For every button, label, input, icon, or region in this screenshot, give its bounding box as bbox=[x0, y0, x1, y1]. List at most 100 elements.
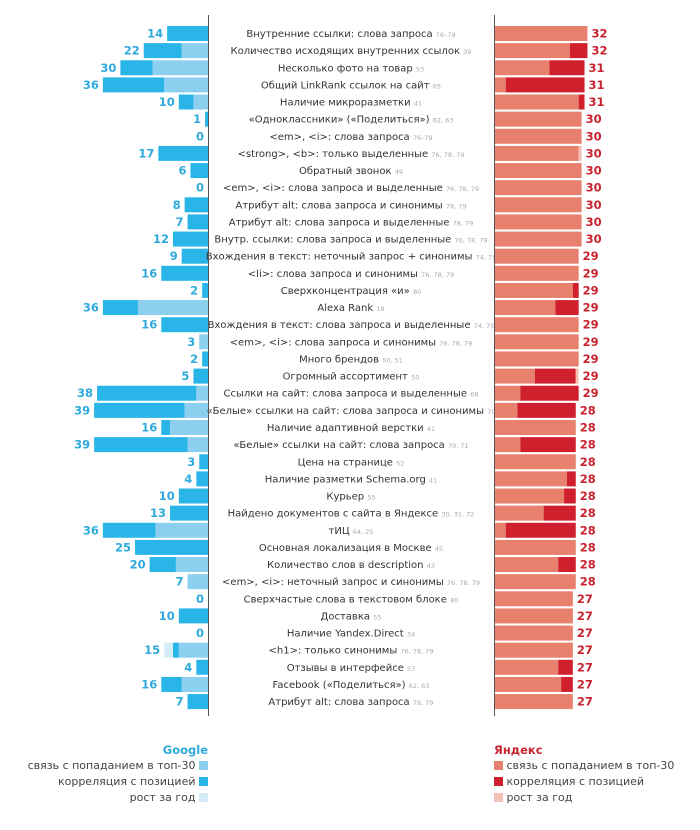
yandex-top30-bar bbox=[494, 231, 582, 247]
factor-label: Количество слов в description 43 bbox=[267, 560, 435, 571]
chart-row: 9 29 Вхождения в текст: неточный запрос + … bbox=[170, 248, 599, 264]
chart-row: 38 29 Ссылки на сайт: слова запроса и выде… bbox=[77, 385, 599, 401]
google-value-label: 30 bbox=[100, 61, 116, 75]
google-corr-bar bbox=[94, 437, 188, 453]
yandex-value-label: 28 bbox=[580, 558, 596, 572]
factor-label: Наличие Yandex.Direct 34 bbox=[287, 629, 415, 640]
factor-reference: 55 bbox=[367, 494, 375, 502]
legend-label: связь с попаданием в топ-30 bbox=[27, 759, 196, 772]
google-corr-bar bbox=[178, 608, 208, 624]
factor-label: Вхождения в текст: слова запроса и выдел… bbox=[208, 320, 495, 331]
google-value-label: 16 bbox=[141, 318, 157, 332]
yandex-value-label: 29 bbox=[583, 266, 599, 280]
yandex-top30-bar bbox=[494, 676, 562, 692]
factor-label: <strong>, <b>: только выделенные 76, 78,… bbox=[238, 149, 465, 160]
yandex-top30-bar bbox=[494, 180, 582, 196]
yandex-value-label: 27 bbox=[577, 643, 593, 657]
chart-row: 36 28 тИЦ 64, 25 bbox=[83, 522, 596, 538]
yandex-growth-bar bbox=[578, 145, 582, 161]
factor-name: Наличие адаптивной верстки bbox=[267, 423, 427, 434]
google-corr-bar bbox=[172, 642, 179, 658]
factor-name: Курьер bbox=[326, 492, 367, 503]
google-legend: Google связь с попаданием в топ-30 корре… bbox=[28, 742, 208, 806]
yandex-top30-bar bbox=[494, 642, 573, 658]
chart-row: 2 29 Сверхконцентрация «и» 80 bbox=[190, 282, 599, 298]
google-value-label: 3 bbox=[187, 335, 195, 349]
factor-label: Количество исходящих внутренних ссылок 3… bbox=[231, 46, 472, 57]
yandex-top30-bar bbox=[494, 128, 582, 144]
chart-row: 16 29 Вхождения в текст: слова запроса и в… bbox=[141, 317, 599, 333]
yandex-corr-bar bbox=[578, 94, 585, 110]
yandex-value-label: 28 bbox=[580, 403, 596, 417]
factor-reference: 39 bbox=[463, 48, 471, 56]
google-value-label: 2 bbox=[190, 352, 198, 366]
factor-name: <em>, <i>: слова запроса и выделенные bbox=[223, 183, 446, 194]
factor-label: Общий LinkRank ссылок на сайт 65 bbox=[261, 80, 441, 91]
legend-swatch bbox=[494, 777, 503, 786]
factor-name: Несколько фото на товар bbox=[278, 63, 416, 74]
legend-label: рост за год bbox=[506, 791, 573, 804]
yandex-value-label: 28 bbox=[580, 506, 596, 520]
factor-reference: 55 bbox=[373, 613, 381, 621]
chart-row: 14 32 Внутренние ссылки: слова запроса 76–… bbox=[147, 26, 607, 41]
factor-reference: 76–79 bbox=[413, 134, 433, 142]
factor-name: <h1>: только синонимы bbox=[269, 646, 401, 657]
factor-name: «Белые» ссылки на сайт: слова запроса bbox=[233, 440, 448, 451]
factor-name: Обратный звонок bbox=[299, 166, 395, 177]
legend-label: корреляция с позицией bbox=[506, 775, 645, 788]
chart-row: 6 30 Обратный звонок 49 bbox=[178, 163, 602, 179]
yandex-value-label: 30 bbox=[586, 232, 602, 246]
google-corr-bar bbox=[143, 43, 182, 59]
factor-reference: 30, 31, 72 bbox=[441, 511, 474, 519]
yandex-top30-bar bbox=[494, 488, 565, 504]
factor-reference: 78, 79 bbox=[446, 202, 467, 210]
chart-row: 36 31 Общий LinkRank ссылок на сайт 65 bbox=[83, 77, 605, 93]
yandex-value-label: 30 bbox=[586, 215, 602, 229]
yandex-corr-bar bbox=[558, 659, 573, 675]
google-corr-bar bbox=[161, 317, 208, 333]
yandex-top30-bar bbox=[494, 522, 506, 538]
google-value-label: 36 bbox=[83, 301, 99, 315]
yandex-value-label: 29 bbox=[583, 318, 599, 332]
yandex-value-label: 27 bbox=[577, 626, 593, 640]
yandex-top30-bar bbox=[494, 351, 579, 367]
chart-row: 8 30 Атрибут alt: слова запроса и синонимы… bbox=[173, 197, 602, 213]
chart-row: 7 28 <em>, <i>: неточный запрос и синонимы… bbox=[176, 574, 596, 590]
yandex-corr-bar bbox=[561, 676, 573, 692]
chart-row: 16 29 <li>: слова запроса и синонимы 76, 7… bbox=[141, 265, 599, 281]
google-value-label: 13 bbox=[150, 506, 166, 520]
yandex-value-label: 28 bbox=[580, 455, 596, 469]
factor-name: Много брендов bbox=[299, 354, 382, 365]
google-corr-bar bbox=[172, 231, 208, 247]
factor-reference: 76, 78, 79 bbox=[454, 237, 487, 245]
yandex-top30-bar bbox=[494, 505, 544, 521]
google-corr-bar bbox=[187, 694, 208, 710]
factor-reference: 57 bbox=[407, 665, 415, 673]
factor-reference: 76, 78, 79 bbox=[400, 648, 433, 656]
google-corr-bar bbox=[149, 557, 176, 573]
chart-row: 0 27 Наличие Yandex.Direct 34 bbox=[196, 625, 593, 641]
chart-row: 4 27 Отзывы в интерфейсе 57 bbox=[184, 659, 593, 675]
factor-label: Основная локализация в Москве 45 bbox=[259, 543, 443, 554]
factor-reference: 76, 78, 79 bbox=[421, 271, 454, 279]
google-value-label: 9 bbox=[170, 249, 178, 263]
google-corr-bar bbox=[94, 402, 185, 418]
factor-label: <em>, <i>: слова запроса и синонимы 76, … bbox=[230, 337, 473, 348]
factor-name: тИЦ bbox=[329, 526, 353, 537]
yandex-value-label: 28 bbox=[580, 540, 596, 554]
yandex-value-label: 30 bbox=[586, 146, 602, 160]
legend-swatch bbox=[199, 777, 208, 786]
legend-item-google-corr: корреляция с позицией bbox=[28, 774, 208, 790]
yandex-value-label: 28 bbox=[580, 420, 596, 434]
factor-label: <h1>: только синонимы 76, 78, 79 bbox=[269, 646, 434, 657]
factor-name: <em>, <i>: слова запроса bbox=[269, 132, 413, 143]
factor-reference: 62, 63 bbox=[433, 117, 454, 125]
yandex-value-label: 30 bbox=[586, 129, 602, 143]
google-top30-bar bbox=[196, 385, 208, 401]
google-value-label: 22 bbox=[124, 44, 140, 58]
factor-label: Внутренние ссылки: слова запроса 76–79 bbox=[246, 29, 455, 40]
factor-label: Facebook («Поделиться») 62, 63 bbox=[273, 680, 430, 691]
yandex-top30-bar bbox=[494, 385, 521, 401]
factor-reference: 18 bbox=[376, 305, 384, 313]
factor-reference: 78, 79 bbox=[413, 699, 434, 707]
